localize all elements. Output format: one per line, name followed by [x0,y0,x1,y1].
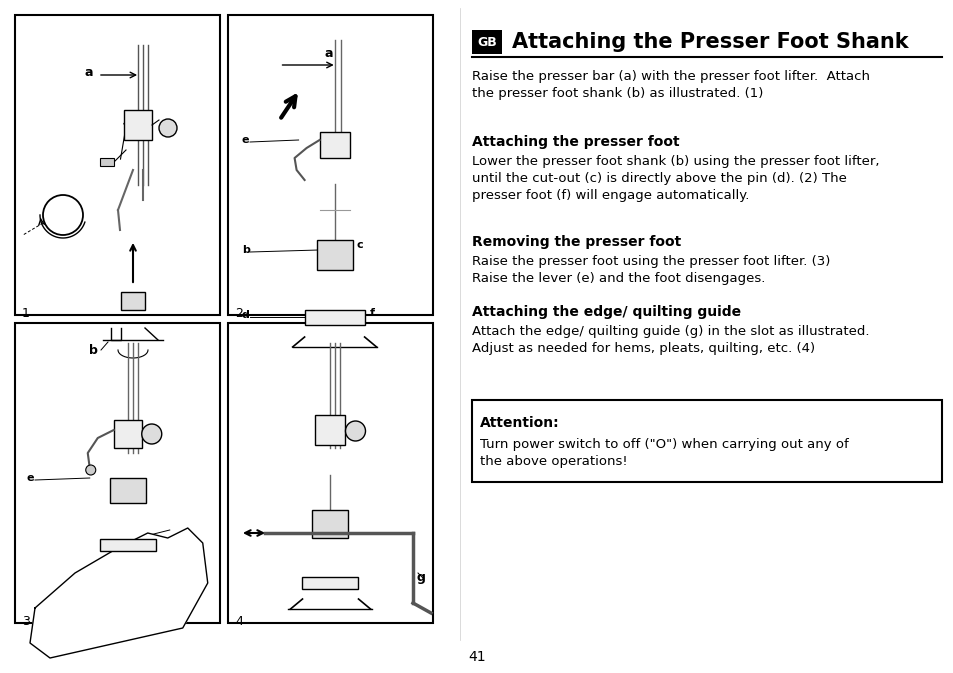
Text: Attaching the Presser Foot Shank: Attaching the Presser Foot Shank [512,32,907,52]
Text: GB: GB [476,36,497,48]
Text: b: b [242,245,250,255]
Bar [15,15,220,315]
Circle shape [43,195,83,235]
Text: a: a [85,67,92,79]
Circle shape [159,119,177,137]
Text: 3: 3 [22,615,30,628]
Bar [100,158,113,166]
Text: d: d [242,310,250,320]
Bar [228,15,433,315]
Text: Attaching the edge/ quilting guide: Attaching the edge/ quilting guide [472,305,740,319]
Circle shape [86,465,95,475]
Bar [15,323,220,623]
Text: Turn power switch to off ("O") when carrying out any of
the above operations!: Turn power switch to off ("O") when carr… [479,438,848,468]
Text: f: f [369,308,375,318]
Bar [319,132,349,158]
Bar [100,539,155,551]
Polygon shape [30,528,208,658]
Bar [304,310,364,325]
Text: Raise the presser foot using the presser foot lifter. (3)
Raise the lever (e) an: Raise the presser foot using the presser… [472,255,829,285]
Circle shape [142,424,162,444]
Bar [113,420,142,448]
Bar [121,292,145,310]
Text: Attach the edge/ quilting guide (g) in the slot as illustrated.
Adjust as needed: Attach the edge/ quilting guide (g) in t… [472,325,868,355]
Bar [228,323,433,623]
Text: 4: 4 [234,615,243,628]
Text: Attention:: Attention: [479,416,559,430]
Text: Raise the presser bar (a) with the presser foot lifter.  Attach
the presser foot: Raise the presser bar (a) with the press… [472,70,869,100]
Text: e: e [242,135,250,145]
Text: Removing the presser foot: Removing the presser foot [472,235,680,249]
Text: 41: 41 [468,650,485,664]
Text: +: + [51,204,60,214]
Text: -: - [67,217,71,227]
Text: 2: 2 [234,307,243,320]
Text: a: a [324,47,333,60]
Bar [302,577,358,589]
Text: 1: 1 [22,307,30,320]
Bar [124,110,152,140]
Text: Lower the presser foot shank (b) using the presser foot lifter,
until the cut-ou: Lower the presser foot shank (b) using t… [472,155,879,202]
Bar [472,400,941,482]
Bar [315,415,345,445]
Bar [110,478,146,503]
Bar [313,510,348,538]
Circle shape [345,421,365,441]
Text: Attaching the presser foot: Attaching the presser foot [472,135,679,149]
Bar [316,240,353,270]
Bar [472,30,501,54]
Text: b: b [89,343,98,357]
Text: g: g [416,571,424,584]
Text: e: e [27,473,34,483]
Text: c: c [356,240,363,250]
